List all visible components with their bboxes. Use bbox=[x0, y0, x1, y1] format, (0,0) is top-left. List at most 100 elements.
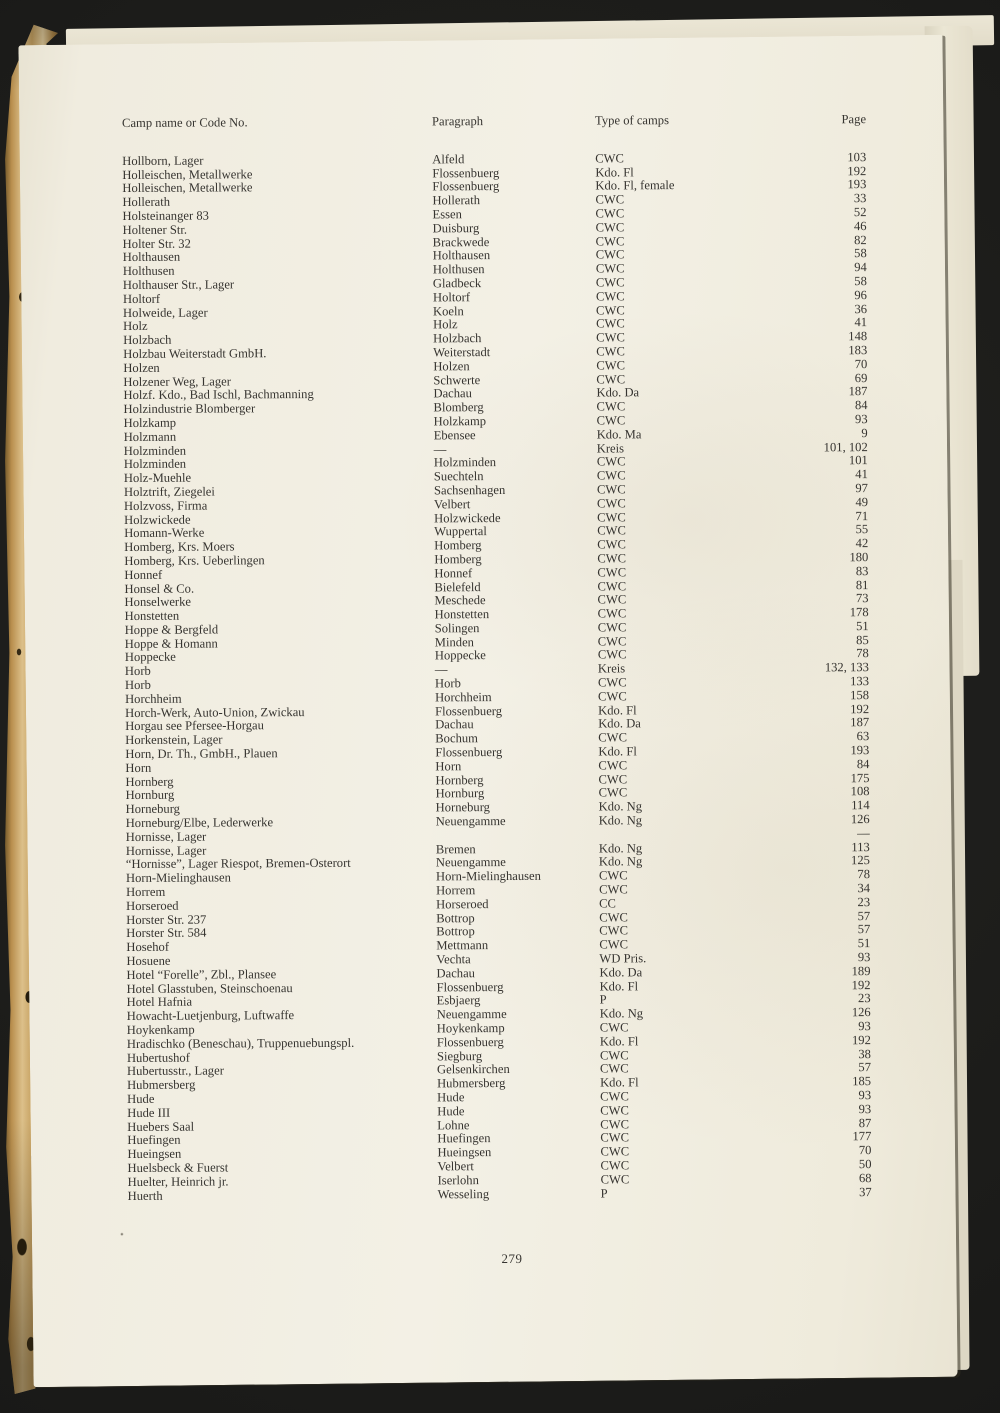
table-header-row: Camp name or Code No. Paragraph Type of … bbox=[121, 112, 867, 131]
paragraph-cell: Hoykenkamp bbox=[436, 1021, 505, 1036]
paragraph-cell: Hornberg bbox=[435, 772, 484, 788]
paragraph-cell: Holthausen bbox=[432, 248, 491, 263]
type-of-camp-cell: CWC bbox=[600, 1089, 629, 1104]
type-of-camp-cell: CWC bbox=[595, 206, 625, 221]
type-of-camp-cell: CWC bbox=[600, 1172, 630, 1187]
paragraph-cell: Horneburg bbox=[435, 800, 490, 815]
paragraph-cell: Holzminden bbox=[433, 455, 497, 470]
paragraph-cell: Horb bbox=[434, 676, 461, 691]
page-number-cell: 192 bbox=[851, 1032, 871, 1047]
page-number-cell: 192 bbox=[851, 977, 871, 992]
paragraph-cell: Duisburg bbox=[432, 220, 480, 236]
camp-table-body: Hollborn, Lager Alfeld CWC 103 Holleischen, … bbox=[122, 149, 872, 1203]
paragraph-cell: Gladbeck bbox=[432, 276, 482, 291]
page-number-cell: 23 bbox=[857, 894, 871, 909]
type-of-camp-cell: CWC bbox=[600, 1116, 630, 1132]
page-number-cell: 37 bbox=[859, 1184, 872, 1199]
column-header-camp-name: Camp name or Code No. bbox=[121, 115, 248, 130]
page-number-cell: 187 bbox=[850, 715, 870, 730]
page-number-cell: 94 bbox=[854, 260, 867, 275]
paragraph-cell: Hollerath bbox=[432, 193, 481, 208]
type-of-camp-cell: CWC bbox=[598, 689, 627, 704]
type-of-camp-cell: CWC bbox=[597, 509, 626, 525]
paragraph-cell: Vechta bbox=[436, 952, 471, 967]
type-of-camp-cell: CWC bbox=[595, 289, 625, 304]
paragraph-cell: Horrem bbox=[436, 883, 476, 898]
paragraph-cell: Flossenbuerg bbox=[435, 703, 503, 719]
paragraph-cell: Schwerte bbox=[433, 372, 481, 387]
page-number-cell: 180 bbox=[849, 550, 869, 565]
paragraph-cell: Bottrop bbox=[436, 910, 475, 925]
type-of-camp-cell: CWC bbox=[598, 730, 627, 745]
page-number-cell: 49 bbox=[855, 494, 869, 509]
paragraph-cell: Bochum bbox=[435, 731, 478, 746]
page-number-cell: 125 bbox=[850, 853, 870, 868]
paragraph-cell: Blomberg bbox=[433, 400, 484, 415]
type-of-camp-cell: CWC bbox=[595, 275, 625, 290]
type-of-camp-cell: CWC bbox=[596, 358, 626, 373]
page-number-cell: 58 bbox=[854, 246, 867, 261]
paragraph-cell: Siegburg bbox=[436, 1048, 483, 1063]
type-of-camp-cell: CWC bbox=[597, 606, 627, 621]
page-number-cell: 46 bbox=[853, 218, 867, 233]
type-of-camp-cell: Kdo. Da bbox=[599, 965, 643, 980]
type-of-camp-cell: CWC bbox=[599, 882, 628, 897]
paragraph-cell: Flossenbuerg bbox=[436, 979, 504, 994]
page-number-cell: 71 bbox=[855, 508, 869, 523]
type-of-camp-cell: CWC bbox=[597, 592, 627, 607]
page-number-cell: 41 bbox=[855, 467, 868, 482]
type-of-camp-cell: Kdo. Ng bbox=[598, 813, 643, 828]
type-of-camp-cell: P bbox=[600, 1186, 608, 1201]
paragraph-cell: Velbert bbox=[437, 1159, 474, 1174]
paragraph-cell: Sachsenhagen bbox=[433, 482, 506, 498]
paragraph-cell: — bbox=[433, 441, 447, 456]
page-number-cell: 93 bbox=[858, 1088, 872, 1103]
paragraph-cell: Hude bbox=[437, 1104, 465, 1119]
type-of-camp-cell: CWC bbox=[599, 1047, 629, 1063]
type-of-camp-cell: Kdo. Da bbox=[598, 716, 641, 731]
page-number: 279 bbox=[501, 1250, 523, 1267]
page-number-cell: 50 bbox=[858, 1157, 872, 1172]
page-number-cell: 97 bbox=[855, 481, 868, 496]
paragraph-cell: Holzbach bbox=[433, 331, 482, 346]
page-number-cell: 93 bbox=[854, 412, 868, 427]
paragraph-cell: Velbert bbox=[433, 496, 471, 512]
type-of-camp-cell: CWC bbox=[597, 620, 627, 635]
type-of-camp-cell: CWC bbox=[597, 647, 627, 663]
type-of-camp-cell: CWC bbox=[600, 1158, 630, 1173]
type-of-camp-cell: CWC bbox=[596, 344, 625, 359]
type-of-camp-cell: CWC bbox=[596, 482, 626, 497]
page-number-cell: 177 bbox=[852, 1129, 872, 1144]
page-number-cell: 103 bbox=[847, 149, 867, 164]
page-number-cell: 51 bbox=[857, 936, 871, 951]
type-of-camp-cell: CWC bbox=[595, 151, 624, 166]
paragraph-cell: Honnef bbox=[434, 565, 473, 581]
type-of-camp-cell: Kreis bbox=[596, 440, 625, 456]
paragraph-cell: Alfeld bbox=[432, 152, 465, 167]
type-of-camp-cell: CWC bbox=[595, 247, 625, 262]
type-of-camp-cell: Kdo. Ng bbox=[599, 1006, 644, 1021]
page-number-cell: 183 bbox=[848, 343, 868, 358]
page-number-cell: 68 bbox=[858, 1170, 872, 1185]
paragraph-cell: Holzen bbox=[433, 358, 470, 374]
paragraph-cell: Hueingsen bbox=[437, 1145, 492, 1160]
paragraph-cell: Esbjaerg bbox=[436, 993, 481, 1008]
page-number-cell: 52 bbox=[853, 205, 867, 220]
paragraph-cell: Mettmann bbox=[436, 938, 489, 953]
paragraph-cell: Wesseling bbox=[437, 1186, 490, 1201]
page-number-cell: 101 bbox=[848, 453, 868, 468]
type-of-camp-cell: CWC bbox=[596, 330, 625, 345]
type-of-camp-cell: Kdo. Ma bbox=[596, 427, 642, 442]
page-number-cell: 185 bbox=[852, 1074, 872, 1089]
page-number-cell: 81 bbox=[855, 577, 869, 592]
page-number-cell: 36 bbox=[854, 301, 868, 316]
type-of-camp-cell: CWC bbox=[599, 923, 628, 938]
paragraph-cell: Hubmersberg bbox=[437, 1076, 506, 1091]
paragraph-cell: Dachau bbox=[436, 965, 475, 981]
type-of-camp-cell: Kdo. Ng bbox=[598, 799, 643, 814]
paragraph-cell: Suechteln bbox=[433, 469, 484, 484]
page-number-cell: 51 bbox=[856, 618, 869, 634]
column-header-page: Page bbox=[841, 112, 867, 127]
page-number-cell: 34 bbox=[857, 881, 871, 896]
type-of-camp-cell: WD Pris. bbox=[599, 951, 647, 966]
